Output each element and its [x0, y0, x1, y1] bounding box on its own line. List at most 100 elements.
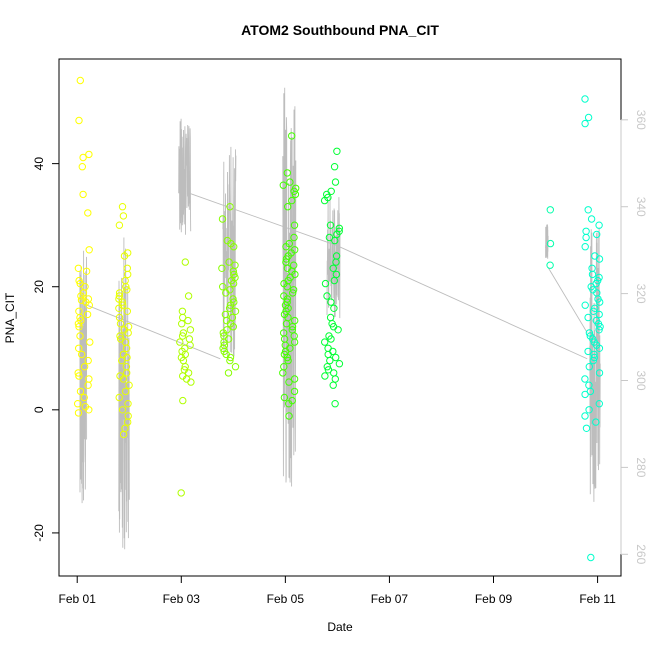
y2-tick-label: 320	[634, 284, 648, 304]
data-point	[593, 230, 601, 239]
y2-axis: 260 280 300 320 340 360	[620, 110, 648, 565]
data-point	[179, 329, 188, 337]
data-point	[116, 332, 124, 340]
data-point	[587, 553, 595, 562]
data-point	[85, 150, 93, 159]
data-point	[85, 406, 93, 414]
secondary-trace-transect	[547, 267, 588, 333]
data-point	[124, 418, 132, 426]
data-point	[74, 409, 83, 417]
data-point	[326, 356, 334, 365]
data-point	[74, 320, 83, 328]
data-point	[288, 323, 297, 331]
data-point	[331, 178, 340, 186]
data-point	[584, 313, 592, 322]
data-point	[289, 286, 298, 294]
data-point	[546, 206, 554, 214]
data-point	[225, 258, 233, 266]
data-point	[285, 400, 293, 408]
data-point	[120, 252, 129, 260]
data-point	[178, 332, 187, 340]
data-point	[329, 264, 337, 272]
secondary-trace-segment	[326, 197, 341, 319]
data-point	[325, 233, 334, 242]
secondary-trace-transect	[79, 301, 221, 360]
data-point	[335, 360, 344, 368]
data-point	[79, 153, 87, 162]
series-group	[581, 95, 604, 562]
data-point	[219, 283, 227, 291]
data-point	[323, 363, 331, 371]
data-point	[332, 258, 340, 266]
data-point	[116, 320, 125, 328]
secondary-trace-segment	[178, 118, 192, 235]
data-point	[79, 190, 87, 199]
data-point	[184, 316, 192, 325]
data-point	[118, 356, 126, 365]
data-point	[595, 221, 603, 229]
x-tick-label: Feb 09	[475, 592, 513, 606]
data-point	[118, 298, 127, 306]
series-group	[176, 258, 195, 497]
data-point	[283, 353, 292, 362]
data-point	[115, 292, 124, 300]
data-point	[122, 283, 130, 291]
data-point	[324, 366, 333, 374]
data-point	[288, 196, 296, 205]
data-point	[320, 196, 329, 205]
data-point	[595, 255, 604, 263]
data-point	[279, 369, 287, 377]
y2-tick-label: 260	[634, 544, 648, 564]
data-point	[125, 381, 133, 389]
series-group	[74, 76, 94, 417]
data-point	[282, 320, 291, 328]
data-point	[290, 338, 299, 346]
data-point	[124, 329, 132, 337]
y-axis: -20 0 20 40	[32, 157, 60, 542]
data-point	[184, 292, 193, 300]
data-point	[187, 378, 195, 386]
data-point	[588, 270, 597, 279]
data-point	[226, 353, 235, 362]
data-point	[75, 344, 83, 352]
data-point	[581, 390, 589, 399]
data-point	[85, 301, 94, 309]
data-point	[115, 304, 123, 312]
data-point	[282, 243, 290, 251]
data-point	[595, 310, 603, 319]
data-point	[284, 203, 292, 211]
x-tick-label: Feb 01	[59, 592, 97, 606]
data-point	[229, 323, 238, 331]
data-point	[592, 418, 600, 426]
data-point	[581, 375, 589, 383]
data-point	[331, 236, 339, 245]
data-point	[115, 221, 124, 229]
y2-tick-label: 360	[634, 110, 648, 130]
data-point	[321, 279, 330, 288]
series-group	[218, 203, 240, 377]
series-group	[279, 132, 300, 420]
x-tick-label: Feb 03	[163, 592, 201, 606]
data-point	[218, 264, 226, 272]
data-point	[321, 338, 329, 346]
data-point	[219, 344, 227, 352]
data-point	[119, 430, 128, 439]
data-point	[75, 323, 83, 331]
data-point	[230, 243, 238, 251]
data-point	[330, 276, 338, 285]
data-point	[229, 279, 238, 288]
data-point	[330, 304, 338, 312]
data-point	[122, 387, 130, 396]
data-point	[596, 298, 604, 306]
data-point	[581, 119, 589, 128]
data-point	[123, 307, 132, 315]
secondary-trace-segment	[589, 227, 601, 502]
data-point	[84, 356, 92, 365]
secondary-trace-segment	[222, 146, 237, 358]
data-point	[118, 406, 127, 414]
data-point	[589, 307, 598, 315]
data-point	[76, 332, 84, 340]
data-point	[330, 163, 339, 171]
data-point	[224, 369, 233, 377]
x-tick-label: Feb 05	[267, 592, 305, 606]
